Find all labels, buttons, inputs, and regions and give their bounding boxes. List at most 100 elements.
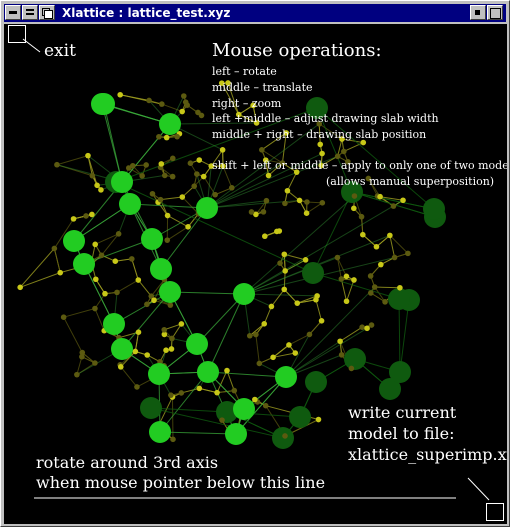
lattice-node-small [135,277,142,283]
lattice-node-small [169,335,175,342]
lattice-node-small [161,331,168,338]
lattice-edge [207,371,287,378]
lattice-node-small [179,194,186,200]
lattice-edge [76,356,83,375]
lattice-node-back [272,427,294,449]
lattice-node-small [277,260,283,266]
lattice-edge [206,155,338,209]
lattice-node-small [351,193,358,199]
lattice-node-small [341,148,347,155]
lattice-node-front [159,281,181,303]
lattice-edge [217,390,235,394]
lattice-edge [120,94,162,105]
lattice-node-small [246,332,253,339]
lattice-edge [73,203,131,242]
lattice-edge [336,257,342,280]
lattice-edge [169,291,245,295]
lattice-edge [336,257,347,277]
lattice-node-front [111,171,133,193]
lattice-edge [389,235,396,258]
lattice-edge [312,191,353,274]
lattice-node-small [343,273,350,280]
lattice-node-small [261,321,268,327]
lattice-node-small [405,250,411,257]
lattice-edge [150,279,165,297]
lattice-edge [20,272,61,288]
lattice-node-small [229,184,235,191]
lattice-node-back [306,97,328,119]
window-list-icon[interactable] [22,5,38,20]
lattice-node-back [423,198,445,220]
lattice-node-small [198,112,205,119]
write-box[interactable] [486,503,504,521]
lattice-edge [282,162,297,173]
lattice-edge [399,299,410,373]
lattice-edge [150,407,284,439]
lattice-node-front [93,93,115,115]
lattice-edge [316,107,435,210]
lattice-node-small [115,231,122,237]
lattice-node-small [89,211,95,218]
lattice-node-front [150,258,172,280]
lattice-edge [238,104,254,115]
lattice-edge [227,82,240,115]
lattice-node-small [169,155,176,162]
lattice-node-small [196,157,203,163]
lattice-node-small [286,342,292,348]
lattice-visualization[interactable] [4,24,507,524]
exit-box[interactable] [8,25,26,43]
lattice-edge [268,162,283,176]
lattice-edge [166,226,189,241]
lattice-edge [343,142,364,152]
help-line-slab-position: middle + right – drawing slab position [212,128,427,141]
window-menu-icon[interactable] [5,5,21,20]
lattice-edge [161,103,183,112]
lattice-edge [243,293,318,297]
title-bar[interactable]: Xlattice : lattice_test.xyz [4,4,506,22]
lattice-node-small [179,108,185,115]
lattice-canvas[interactable]: exit Mouse operations: left – rotate mid… [4,24,507,524]
lattice-node-small [132,348,139,355]
lattice-node-small [135,329,142,335]
lattice-node-small [319,150,325,157]
help-line-shift: shift + left or middle – apply to only o… [212,159,507,172]
write-label-line-3: xlattice_superimp.xyz [348,445,507,464]
lattice-node-small [400,197,406,204]
lattice-node-small [144,301,150,308]
lattice-node-small [168,346,175,352]
lattice-edge [351,191,435,210]
lattice-edge [171,323,182,339]
lattice-edge [56,155,89,166]
lattice-edge [249,323,265,337]
lattice-node-small [235,111,242,118]
lattice-node-small [253,120,260,126]
lattice-edge [255,334,260,364]
lattice-node-small [317,141,324,148]
lattice-edge [137,279,152,297]
lattice-node-small [262,233,268,240]
lattice-node-small [178,390,185,396]
restore-icon[interactable] [39,5,55,20]
lattice-node-small [224,367,230,374]
lattice-node-small [231,387,238,394]
lattice-node-small [282,200,288,207]
lattice-edge [309,320,322,335]
help-line-slab-width: left +middle – adjust drawing slab width [212,112,439,125]
lattice-node-small [178,321,185,327]
lattice-node-small [334,153,341,160]
maximize-icon[interactable] [487,5,503,20]
lattice-edge [265,159,283,164]
lattice-node-small [302,257,309,263]
window-title: Xlattice : lattice_test.xyz [62,6,231,20]
lattice-node-small [281,286,288,293]
lattice-node-small [125,165,132,171]
lattice-node-small [212,191,218,198]
lattice-node-small [54,161,60,168]
lattice-node-back [344,348,366,370]
lattice-node-back [305,371,327,393]
lattice-node-small [92,276,99,283]
lattice-edge [131,258,139,281]
lattice-edge [63,308,96,318]
iconify-icon[interactable] [470,5,486,20]
